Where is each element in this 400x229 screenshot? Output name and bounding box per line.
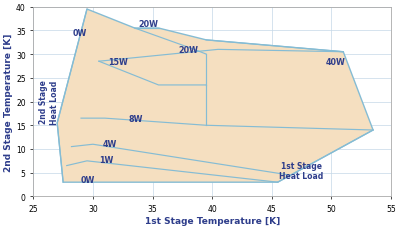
Text: 8W: 8W: [129, 114, 143, 123]
Text: 0W: 0W: [73, 29, 87, 38]
Y-axis label: 2nd Stage Temperature [K]: 2nd Stage Temperature [K]: [4, 33, 13, 171]
Text: 0W: 0W: [81, 176, 95, 185]
Text: 1st Stage
Heat Load: 1st Stage Heat Load: [280, 161, 324, 180]
Text: 1W: 1W: [99, 155, 113, 164]
Text: 40W: 40W: [325, 57, 345, 66]
Text: 20W: 20W: [179, 46, 199, 55]
Text: 20W: 20W: [138, 20, 158, 29]
X-axis label: 1st Stage Temperature [K]: 1st Stage Temperature [K]: [144, 216, 280, 225]
Text: 4W: 4W: [102, 139, 117, 148]
Polygon shape: [57, 10, 373, 182]
Text: 15W: 15W: [108, 57, 128, 66]
Text: 2nd Stage
Heat Load: 2nd Stage Heat Load: [39, 80, 58, 124]
